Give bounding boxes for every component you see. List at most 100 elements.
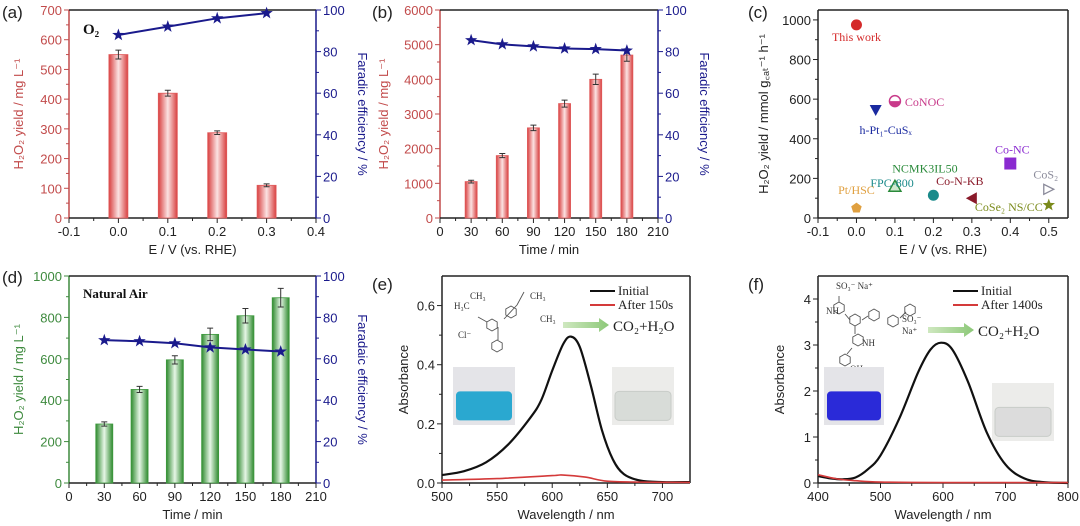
x-axis-label: E / V (vs. RHE) <box>148 242 236 257</box>
x-axis-label: Time / min <box>162 507 222 522</box>
efficiency-line <box>471 39 627 52</box>
error-bar <box>263 183 270 188</box>
marker-triangle-up <box>887 178 903 193</box>
marker-half-fill <box>889 101 901 107</box>
y2-tick-label: 60 <box>323 352 337 367</box>
efficiency-star-marker <box>239 343 252 355</box>
error-bar <box>561 99 568 108</box>
x-tick-label: -0.1 <box>807 224 829 239</box>
bar <box>527 127 540 219</box>
benzene-ring <box>868 308 880 322</box>
x-tick-label: 0 <box>65 489 72 504</box>
molecule-structure-icon <box>477 291 525 353</box>
bar <box>236 315 255 484</box>
error-bar <box>207 327 214 342</box>
y2-axis-label: Faradaic efficiency / % <box>355 314 370 445</box>
efficiency-star-marker <box>211 11 224 24</box>
bar <box>620 54 634 219</box>
efficiency-line <box>118 12 267 36</box>
point-label: CoS₂ <box>1033 167 1058 181</box>
vial-clear-solution <box>614 390 672 421</box>
marker-circle <box>850 19 862 31</box>
molecule-atom-label: CH₃ <box>540 314 556 324</box>
x-tick-label: 0.2 <box>924 224 942 239</box>
reaction-arrow-icon <box>928 323 974 337</box>
x-tick-label: 210 <box>305 489 327 504</box>
y-tick-label: 1000 <box>782 13 811 28</box>
molecule-structure-icon <box>833 296 916 367</box>
spectrum-line-after <box>441 474 691 484</box>
bar <box>157 92 178 219</box>
x-tick-label: 30 <box>97 489 111 504</box>
y-tick-label: 0.2 <box>417 417 435 432</box>
y2-tick-label: 40 <box>665 128 679 143</box>
x-tick-label: 120 <box>554 224 576 239</box>
vial-dye-solution <box>827 391 881 421</box>
molecule-atom-label: Na⁺ <box>902 326 917 336</box>
benzene-ring <box>833 301 845 315</box>
y-tick-label: 0 <box>804 211 811 226</box>
benzene-ring <box>505 305 517 319</box>
x-axis-label: Wavelength / nm <box>517 507 614 522</box>
x-tick-label: 0.0 <box>847 224 865 239</box>
spectrum-line-after <box>817 473 1069 484</box>
x-tick-label: 700 <box>652 489 674 504</box>
point-label: h-Pt₁-CuSₓ <box>860 123 913 137</box>
y-tick-label: 0.4 <box>417 358 435 373</box>
bar <box>464 181 478 219</box>
panel-label: (b) <box>372 3 393 22</box>
y-axis-label: Absorbance <box>772 345 787 414</box>
x-tick-label: 150 <box>585 224 607 239</box>
bar <box>271 297 290 484</box>
error-bar <box>171 355 178 365</box>
y-tick-label: 400 <box>789 132 811 147</box>
marker-square <box>1004 157 1017 170</box>
x-tick-label: 0.3 <box>963 224 981 239</box>
x-tick-label: 60 <box>132 489 146 504</box>
molecule-atom-label: CH₃ <box>530 291 546 301</box>
x-tick-label: 180 <box>616 224 638 239</box>
x-tick-label: 30 <box>464 224 478 239</box>
x-tick-label: 60 <box>495 224 509 239</box>
panel-f: (f) 400 500 600 700 800 0 1 2 3 4 Wavelength / nm Ab… <box>748 275 1079 522</box>
efficiency-star-marker <box>133 334 146 347</box>
y-tick-label: 600 <box>40 352 62 367</box>
bar <box>495 155 509 219</box>
y-tick-label: 200 <box>789 171 811 186</box>
y-tick-label: 3000 <box>404 107 433 122</box>
efficiency-star-marker <box>168 336 181 349</box>
bar <box>201 333 220 484</box>
marker-star <box>1042 198 1055 211</box>
y2-tick-label: 20 <box>323 435 337 450</box>
panel-label: (c) <box>748 3 768 22</box>
efficiency-star-marker <box>589 42 602 55</box>
y-tick-label: 2 <box>804 384 811 399</box>
efficiency-line <box>104 339 281 353</box>
bar <box>589 78 603 219</box>
y-tick-label: 2000 <box>404 142 433 157</box>
x-tick-label: 800 <box>1057 489 1079 504</box>
point-label: FPC-800 <box>870 176 913 190</box>
x-tick-label: 90 <box>168 489 182 504</box>
reaction-arrow-icon <box>563 318 609 332</box>
panel-label: (a) <box>2 3 23 22</box>
y-tick-label: 5000 <box>404 38 433 53</box>
y-tick-label: 600 <box>789 92 811 107</box>
x-tick-label: 150 <box>235 489 257 504</box>
panel-d: (d)0 30 60 90 120 150 180 210020040060080010000… <box>2 268 370 522</box>
y-tick-label: 1 <box>804 430 811 445</box>
y2-tick-label: 100 <box>323 269 345 284</box>
molecule-atom-label: NH <box>862 338 875 348</box>
error-bar <box>136 385 143 394</box>
error-bar <box>214 130 221 136</box>
efficiency-star-marker <box>98 333 111 346</box>
x-tick-label: 500 <box>870 489 892 504</box>
y-tick-label: 4 <box>804 292 811 307</box>
y2-tick-label: 80 <box>323 310 337 325</box>
spectrum-line-initial <box>817 341 1069 485</box>
vial-after-photo <box>992 383 1054 441</box>
condition-annotation: Natural Air <box>83 286 148 301</box>
x-axis-label: Time / min <box>519 242 579 257</box>
x-tick-label: 0.4 <box>1001 224 1019 239</box>
y-tick-label: 600 <box>40 33 62 48</box>
